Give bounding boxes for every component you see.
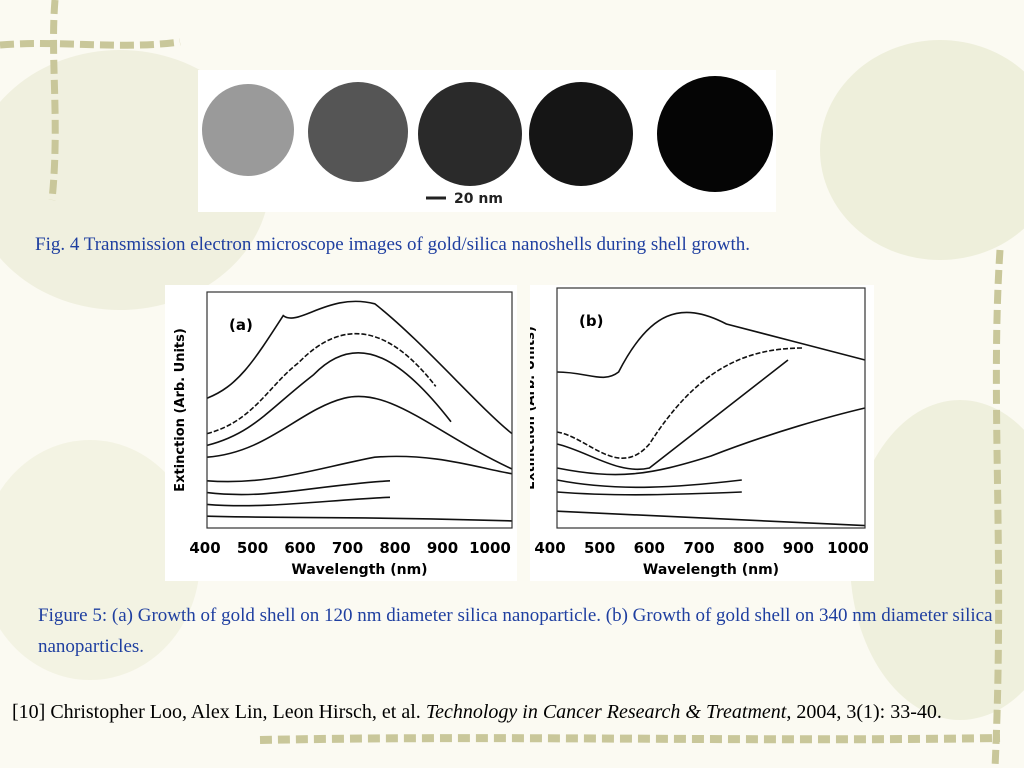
x-axis-label: Wavelength (nm) — [643, 562, 779, 578]
curve — [207, 456, 512, 481]
plot-frame — [556, 287, 866, 529]
curve — [207, 481, 390, 495]
figure-caption: Figure 5: (a) Growth of gold shell on 12… — [38, 605, 993, 657]
spectrum-panel: (b) 400 500 600 700 800 900 1000 Wavelength (nm)… — [530, 285, 874, 581]
panel-background — [165, 285, 517, 581]
curve — [207, 353, 451, 446]
x-tick-label: 900 — [427, 539, 458, 557]
x-tick-label: 400 — [534, 539, 565, 557]
y-axis-label: Extinction (Arb. Units) — [530, 326, 538, 490]
curve — [207, 396, 512, 469]
curves — [207, 301, 512, 521]
x-tick-label: 1000 — [827, 539, 869, 557]
x-axis-label: Wavelength (nm) — [291, 562, 427, 578]
x-tick-label: 1000 — [469, 539, 511, 557]
curve — [557, 408, 865, 475]
reference: [10] Christopher Loo, Alex Lin, Leon Hir… — [12, 697, 1017, 728]
figure-caption: Fig. 4 Transmission electron microscope … — [35, 234, 751, 255]
curve — [557, 360, 788, 469]
scale-bar-label: 20 nm — [454, 191, 503, 207]
curve — [557, 511, 865, 525]
journal: Technology in Cancer Research & Treatmen… — [425, 701, 787, 723]
tem-images: 20 nm — [198, 70, 776, 212]
curve — [207, 301, 512, 433]
plot-frame — [206, 291, 513, 529]
curve — [557, 312, 865, 377]
x-tick-label: 400 — [189, 539, 220, 557]
panel-label: (b) — [579, 312, 603, 330]
curves — [557, 312, 865, 525]
x-tick-label: 600 — [634, 539, 665, 557]
curve — [557, 480, 742, 487]
curve — [207, 497, 390, 505]
x-tick-label: 500 — [237, 539, 268, 557]
reference-text: [10] Christopher Loo, Alex Lin, Leon Hir… — [12, 701, 426, 723]
x-tick-label: 800 — [733, 539, 764, 557]
curve — [207, 334, 436, 434]
x-tick-label: 800 — [379, 539, 410, 557]
curve — [207, 516, 512, 521]
x-tick-label: 600 — [284, 539, 315, 557]
curve — [557, 492, 742, 495]
panel-background — [530, 285, 874, 581]
x-tick-label: 700 — [683, 539, 714, 557]
x-tick-label: 900 — [783, 539, 814, 557]
reference-details: , 2004, 3(1): 33-40. — [786, 701, 942, 723]
y-axis-label: Extinction (Arb. Units) — [173, 328, 188, 492]
panel-label: (a) — [229, 316, 253, 334]
x-tick-label: 500 — [584, 539, 615, 557]
x-tick-label: 700 — [332, 539, 363, 557]
spectrum-panel: (a) 400 500 600 700 800 900 1000 Wavelength (nm)… — [165, 285, 517, 581]
curve — [557, 348, 803, 458]
